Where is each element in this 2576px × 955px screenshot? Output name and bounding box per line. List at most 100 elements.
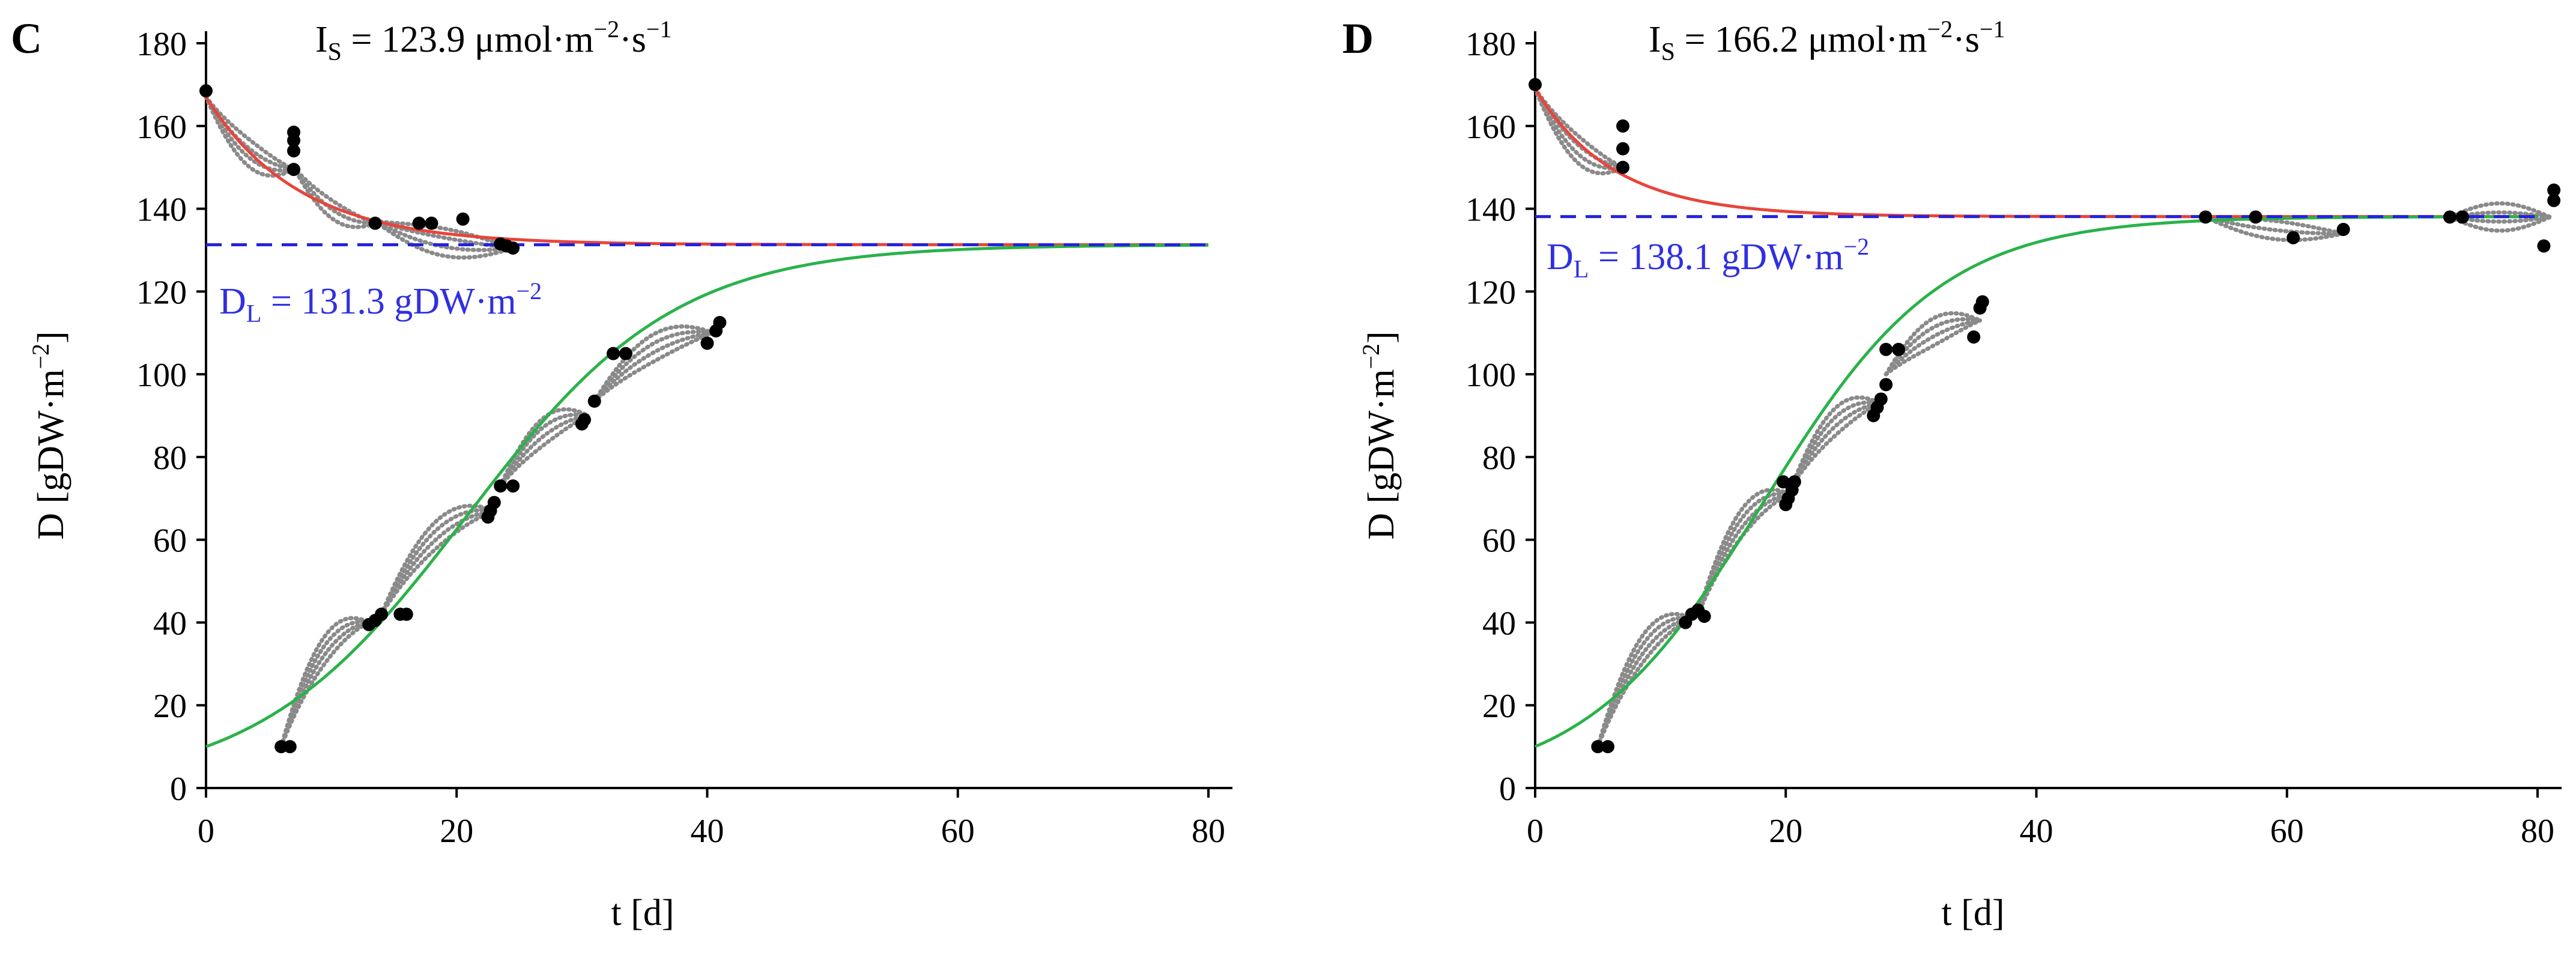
observation-point bbox=[1787, 475, 1801, 489]
observation-point bbox=[1529, 77, 1542, 91]
simulation-trajectory bbox=[373, 219, 515, 260]
observation-point bbox=[368, 216, 382, 230]
simulation-trajectory bbox=[1696, 492, 1792, 617]
observation-point bbox=[2547, 193, 2561, 207]
simulation-trajectory bbox=[279, 619, 371, 749]
x-tick-label: 80 bbox=[1192, 813, 1225, 850]
simulation-trajectory bbox=[1696, 491, 1792, 617]
y-tick-label: 160 bbox=[136, 109, 187, 146]
simulation-trajectory bbox=[379, 503, 497, 617]
observation-point bbox=[1967, 330, 1981, 344]
simulation-trajectory bbox=[1595, 611, 1694, 749]
simulation-trajectory bbox=[379, 508, 497, 617]
x-tick-label: 20 bbox=[440, 813, 473, 850]
observation-point bbox=[607, 347, 620, 360]
observation-point bbox=[375, 607, 389, 621]
simulation-trajectory bbox=[592, 330, 716, 404]
observation-point bbox=[1879, 378, 1893, 392]
y-tick-label: 20 bbox=[1482, 688, 1516, 725]
simulation-trajectory bbox=[204, 95, 296, 178]
observation-point bbox=[700, 336, 714, 350]
irradiance-label: IS = 166.2 μmol·m−2·s−1 bbox=[1649, 16, 2005, 66]
observation-point bbox=[506, 479, 520, 493]
simulation-trajectory bbox=[498, 412, 590, 488]
y-tick-label: 140 bbox=[136, 192, 187, 229]
observation-point bbox=[1697, 610, 1711, 623]
observation-point bbox=[1591, 740, 1605, 754]
y-tick-label: 40 bbox=[1482, 605, 1516, 642]
simulation-trajectory bbox=[498, 413, 590, 488]
simulation-trajectory bbox=[373, 219, 515, 252]
simulation-trajectory bbox=[1533, 86, 1625, 176]
observation-point bbox=[2287, 231, 2300, 244]
simulation-trajectory bbox=[279, 620, 371, 749]
decay-fit-curve bbox=[204, 96, 1208, 246]
y-tick-label: 60 bbox=[153, 523, 187, 560]
y-axis-label: D [gDW·m−2] bbox=[27, 331, 71, 539]
x-tick-label: 60 bbox=[941, 813, 975, 850]
growth-fit-curve bbox=[205, 243, 1209, 748]
panel-d: D IS = 166.2 μmol·m−2·s−1 DL = 138.1 gDW… bbox=[1342, 14, 2562, 933]
y-tick-label: 180 bbox=[1465, 26, 1516, 63]
simulation-trajectory bbox=[373, 219, 515, 250]
simulation-trajectory bbox=[291, 165, 378, 229]
simulation-trajectory bbox=[204, 95, 296, 173]
simulation-trajectory bbox=[1790, 401, 1882, 488]
y-tick-label: 120 bbox=[1465, 274, 1516, 311]
observation-point bbox=[619, 347, 632, 360]
simulation-trajectory bbox=[291, 165, 378, 226]
observation-point bbox=[1601, 740, 1615, 754]
observation-point bbox=[1616, 160, 1630, 174]
simulation-trajectory bbox=[592, 324, 716, 404]
observation-point bbox=[283, 740, 297, 754]
x-tick-label: 0 bbox=[198, 813, 214, 850]
simulation-trajectory bbox=[379, 508, 497, 617]
observation-point bbox=[2336, 223, 2350, 236]
limit-label: DL = 138.1 gDW·m−2 bbox=[1547, 233, 1869, 283]
observation-point bbox=[425, 216, 438, 230]
y-tick-label: 0 bbox=[1499, 771, 1516, 808]
simulation-trajectory bbox=[204, 95, 296, 172]
x-axis-label: t [d] bbox=[1941, 893, 2004, 933]
y-tick-label: 100 bbox=[1465, 357, 1516, 394]
x-tick-label: 20 bbox=[1769, 813, 1802, 850]
simulation-trajectory bbox=[1533, 86, 1625, 171]
observation-point bbox=[494, 479, 508, 493]
y-tick-label: 0 bbox=[170, 771, 187, 808]
y-tick-label: 180 bbox=[136, 26, 187, 63]
y-tick-label: 120 bbox=[136, 274, 187, 311]
simulation-trajectory bbox=[1696, 487, 1792, 617]
decay-fit-curve bbox=[1533, 88, 2538, 219]
simulation-trajectory bbox=[379, 508, 497, 617]
simulation-trajectory bbox=[1884, 318, 1983, 377]
growth-fit-curve bbox=[1534, 215, 2538, 748]
observation-point bbox=[2455, 210, 2469, 224]
observation-point bbox=[412, 216, 426, 230]
observation-point bbox=[287, 133, 301, 147]
observation-point bbox=[199, 84, 213, 98]
observation-point bbox=[2249, 210, 2262, 224]
x-tick-label: 80 bbox=[2521, 813, 2554, 850]
simulation-trajectory bbox=[2203, 214, 2346, 243]
observation-point bbox=[1616, 119, 1630, 133]
y-tick-label: 20 bbox=[153, 688, 187, 725]
y-tick-label: 100 bbox=[136, 357, 187, 394]
simulation-trajectory bbox=[1595, 616, 1694, 749]
observation-point bbox=[399, 607, 413, 621]
simulation-trajectory bbox=[1533, 86, 1625, 170]
x-tick-label: 0 bbox=[1527, 813, 1544, 850]
simulation-trajectory bbox=[1790, 395, 1882, 488]
x-tick-label: 60 bbox=[2270, 813, 2304, 850]
x-axis-label: t [d] bbox=[611, 893, 674, 933]
observation-point bbox=[287, 163, 301, 177]
x-tick-label: 40 bbox=[691, 813, 724, 850]
y-tick-label: 80 bbox=[1482, 440, 1516, 477]
panel-c: C IS = 123.9 μmol·m−2·s−1 DL = 131.3 gDW… bbox=[11, 14, 1232, 933]
simulation-trajectory bbox=[2447, 201, 2553, 219]
simulation-trajectory bbox=[279, 616, 371, 749]
observation-point bbox=[1975, 295, 1989, 309]
simulation-trajectory bbox=[1884, 318, 1983, 377]
observation-point bbox=[287, 144, 301, 158]
irradiance-label: IS = 123.9 μmol·m−2·s−1 bbox=[315, 16, 671, 66]
